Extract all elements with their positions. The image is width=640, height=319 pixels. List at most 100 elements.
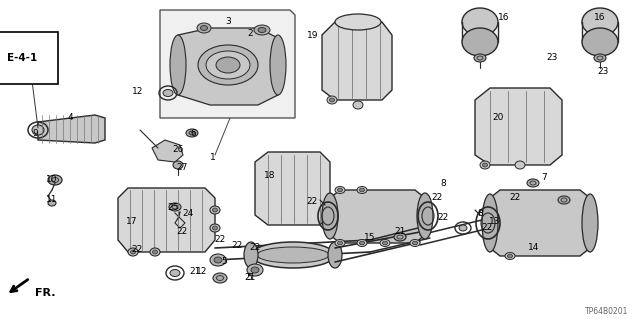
Polygon shape — [322, 22, 392, 100]
Text: 8: 8 — [440, 179, 446, 188]
Text: 21: 21 — [244, 273, 256, 283]
Text: 2: 2 — [247, 28, 253, 38]
Text: 8: 8 — [477, 209, 483, 218]
Ellipse shape — [597, 56, 603, 60]
Text: 7: 7 — [541, 174, 547, 182]
Ellipse shape — [251, 267, 259, 273]
Text: 25: 25 — [167, 203, 179, 211]
Ellipse shape — [561, 198, 567, 202]
Ellipse shape — [258, 27, 266, 33]
Text: 22: 22 — [307, 197, 317, 206]
Ellipse shape — [210, 224, 220, 232]
Ellipse shape — [257, 247, 329, 263]
Text: 22: 22 — [177, 227, 188, 236]
Polygon shape — [38, 115, 105, 143]
Text: 10: 10 — [46, 175, 58, 184]
Ellipse shape — [582, 194, 598, 252]
Ellipse shape — [357, 187, 367, 194]
Ellipse shape — [527, 179, 539, 187]
Ellipse shape — [216, 276, 223, 280]
Ellipse shape — [410, 240, 420, 247]
Ellipse shape — [213, 273, 227, 283]
Text: 9: 9 — [32, 129, 38, 137]
Ellipse shape — [360, 241, 365, 245]
Text: 16: 16 — [499, 12, 509, 21]
Ellipse shape — [394, 233, 406, 241]
Text: 21: 21 — [189, 268, 201, 277]
Ellipse shape — [357, 240, 367, 247]
Ellipse shape — [459, 225, 467, 231]
Ellipse shape — [212, 226, 218, 230]
Polygon shape — [255, 152, 330, 225]
Ellipse shape — [216, 57, 240, 73]
Text: 23: 23 — [597, 68, 609, 77]
Ellipse shape — [170, 35, 186, 95]
Text: 22: 22 — [431, 192, 443, 202]
Ellipse shape — [397, 235, 403, 239]
Text: 12: 12 — [132, 87, 144, 97]
Polygon shape — [475, 88, 562, 165]
Ellipse shape — [189, 131, 195, 135]
Ellipse shape — [322, 193, 338, 239]
Text: 18: 18 — [264, 172, 276, 181]
Text: 1: 1 — [210, 153, 216, 162]
Text: 22: 22 — [481, 222, 493, 232]
Text: 20: 20 — [492, 114, 504, 122]
Ellipse shape — [582, 8, 618, 36]
Ellipse shape — [327, 96, 337, 104]
Polygon shape — [160, 10, 295, 118]
Ellipse shape — [480, 161, 490, 169]
Ellipse shape — [48, 200, 56, 206]
Ellipse shape — [173, 161, 183, 169]
Ellipse shape — [380, 240, 390, 247]
Ellipse shape — [210, 206, 220, 214]
Ellipse shape — [508, 254, 513, 258]
Text: 21: 21 — [394, 227, 406, 236]
Ellipse shape — [214, 257, 222, 263]
Ellipse shape — [131, 250, 136, 254]
Ellipse shape — [128, 248, 138, 256]
Text: 16: 16 — [595, 12, 605, 21]
Ellipse shape — [206, 51, 250, 79]
Text: 22: 22 — [509, 194, 520, 203]
Text: 22: 22 — [232, 241, 243, 249]
Ellipse shape — [558, 196, 570, 204]
Ellipse shape — [48, 175, 62, 185]
Ellipse shape — [170, 270, 180, 277]
Text: 17: 17 — [126, 218, 138, 226]
Text: TP64B0201: TP64B0201 — [584, 308, 628, 316]
Ellipse shape — [515, 161, 525, 169]
Text: 13: 13 — [489, 218, 500, 226]
Ellipse shape — [186, 129, 198, 137]
Text: 22: 22 — [214, 235, 226, 244]
Ellipse shape — [51, 177, 58, 182]
Ellipse shape — [482, 194, 498, 252]
Ellipse shape — [505, 253, 515, 259]
Ellipse shape — [582, 28, 618, 56]
Ellipse shape — [335, 14, 381, 30]
Ellipse shape — [150, 248, 160, 256]
Ellipse shape — [163, 90, 173, 97]
Text: 5: 5 — [246, 272, 252, 281]
Ellipse shape — [244, 242, 258, 268]
Text: 23: 23 — [547, 54, 557, 63]
Text: 26: 26 — [172, 145, 184, 154]
Ellipse shape — [169, 203, 181, 211]
Ellipse shape — [594, 54, 606, 62]
Ellipse shape — [251, 242, 335, 268]
Text: 22: 22 — [250, 242, 260, 251]
Ellipse shape — [353, 101, 363, 109]
Ellipse shape — [152, 250, 157, 254]
Ellipse shape — [330, 98, 335, 102]
Text: 3: 3 — [225, 18, 231, 26]
Ellipse shape — [462, 8, 498, 36]
Ellipse shape — [477, 56, 483, 60]
Ellipse shape — [360, 188, 365, 192]
Ellipse shape — [197, 23, 211, 33]
Text: 27: 27 — [176, 164, 188, 173]
Polygon shape — [178, 28, 278, 105]
Ellipse shape — [483, 163, 488, 167]
Ellipse shape — [270, 35, 286, 95]
Polygon shape — [118, 188, 215, 252]
Text: 22: 22 — [131, 246, 143, 255]
